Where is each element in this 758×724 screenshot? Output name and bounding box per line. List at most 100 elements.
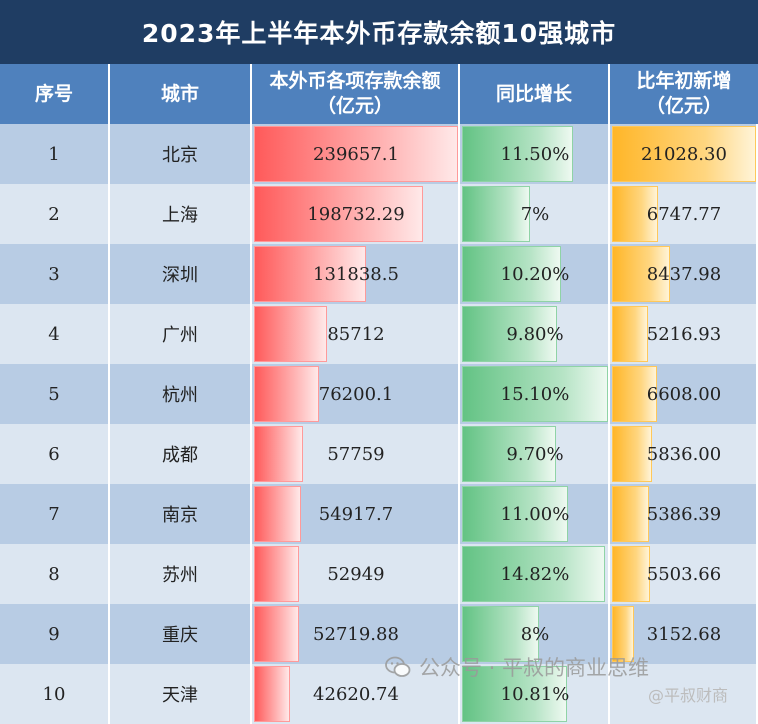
rank-cell: 2: [0, 184, 110, 244]
increase-bar: [612, 246, 670, 302]
growth-bar: [462, 546, 605, 602]
growth-cell: 10.81%: [460, 664, 610, 724]
increase-value: 5503.66: [646, 563, 722, 585]
deposit-bar: [254, 306, 327, 362]
growth-value: 10.81%: [500, 683, 570, 705]
table-row: 7 南京 54917.7 11.00% 5386.39: [0, 484, 758, 544]
growth-value: 11.00%: [500, 503, 570, 525]
rank-cell: 7: [0, 484, 110, 544]
deposit-bar: [254, 666, 290, 722]
growth-cell: 7%: [460, 184, 610, 244]
city-cell: 北京: [110, 124, 252, 184]
deposit-value: 54917.7: [318, 503, 394, 525]
rank-cell: 10: [0, 664, 110, 724]
increase-value: 5386.39: [646, 503, 722, 525]
deposit-cell: 54917.7: [252, 484, 460, 544]
header-increase-line1: 比年初新增: [636, 70, 732, 92]
deposit-value: 198732.29: [307, 203, 405, 225]
deposit-cell: 52949: [252, 544, 460, 604]
increase-cell: 6747.77: [610, 184, 758, 244]
increase-value: 3152.68: [646, 623, 722, 645]
table-row: 3 深圳 131838.5 10.20% 8437.98: [0, 244, 758, 304]
deposit-value: 52949: [327, 563, 385, 585]
growth-cell: 9.70%: [460, 424, 610, 484]
table-row: 5 杭州 76200.1 15.10% 6608.00: [0, 364, 758, 424]
deposit-cell: 239657.1: [252, 124, 460, 184]
header-city: 城市: [110, 64, 252, 124]
increase-bar: [612, 126, 756, 182]
rank-cell: 1: [0, 124, 110, 184]
rank-cell: 3: [0, 244, 110, 304]
increase-value: 5836.00: [646, 443, 722, 465]
rank-cell: 8: [0, 544, 110, 604]
increase-bar: [612, 546, 650, 602]
header-increase: 比年初新增 （亿元）: [610, 64, 758, 124]
increase-cell: 3152.68: [610, 604, 758, 664]
increase-cell: 5386.39: [610, 484, 758, 544]
growth-cell: 10.20%: [460, 244, 610, 304]
deposit-value: 239657.1: [313, 143, 399, 165]
city-cell: 广州: [110, 304, 252, 364]
growth-value: 9.70%: [506, 443, 564, 465]
deposit-bar: [254, 186, 423, 242]
watermark-corner: @平叔财商: [648, 686, 729, 705]
growth-bar: [462, 486, 568, 542]
header-deposit: 本外币各项存款余额 （亿元）: [252, 64, 460, 124]
growth-bar: [462, 426, 556, 482]
increase-cell: 8437.98: [610, 244, 758, 304]
header-deposit-line1: 本外币各项存款余额: [269, 70, 441, 92]
growth-value: 11.50%: [500, 143, 570, 165]
growth-value: 9.80%: [506, 323, 564, 345]
increase-bar: [612, 606, 634, 662]
header-deposit-line2: （亿元）: [316, 95, 393, 117]
deposit-cell: 131838.5: [252, 244, 460, 304]
header-increase-line2: （亿元）: [645, 95, 722, 117]
deposit-value: 131838.5: [313, 263, 399, 285]
increase-value: 8437.98: [646, 263, 722, 285]
growth-bar: [462, 666, 567, 722]
growth-bar: [462, 306, 557, 362]
wechat-icon: [385, 656, 411, 678]
deposit-bar: [254, 246, 366, 302]
table-row: 4 广州 85712 9.80% 5216.93: [0, 304, 758, 364]
table-row: 2 上海 198732.29 7% 6747.77: [0, 184, 758, 244]
table-row: 9 重庆 52719.88 8% 3152.68: [0, 604, 758, 664]
city-cell: 重庆: [110, 604, 252, 664]
growth-bar: [462, 246, 561, 302]
growth-bar: [462, 366, 608, 422]
city-cell: 上海: [110, 184, 252, 244]
increase-bar: [612, 426, 652, 482]
increase-bar: [612, 486, 649, 542]
table-row: 1 北京 239657.1 11.50% 21028.30: [0, 124, 758, 184]
growth-cell: 9.80%: [460, 304, 610, 364]
growth-cell: 15.10%: [460, 364, 610, 424]
rank-cell: 9: [0, 604, 110, 664]
increase-cell: 5836.00: [610, 424, 758, 484]
deposit-value: 42620.74: [313, 683, 399, 705]
deposit-value: 85712: [327, 323, 385, 345]
deposit-bar: [254, 546, 299, 602]
growth-value: 14.82%: [500, 563, 570, 585]
deposit-bar: [254, 426, 303, 482]
city-cell: 南京: [110, 484, 252, 544]
deposit-cell: 85712: [252, 304, 460, 364]
growth-bar: [462, 606, 539, 662]
deposit-value: 52719.88: [313, 623, 399, 645]
deposit-cell: 52719.88: [252, 604, 460, 664]
table-header: 序号 城市 本外币各项存款余额 （亿元） 同比增长 比年初新增 （亿元）: [0, 64, 758, 124]
increase-cell: 21028.30: [610, 124, 758, 184]
deposit-cell: 42620.74: [252, 664, 460, 724]
growth-value: 7%: [520, 203, 550, 225]
increase-bar: [612, 306, 648, 362]
table-row: 6 成都 57759 9.70% 5836.00: [0, 424, 758, 484]
deposit-cell: 57759: [252, 424, 460, 484]
deposit-value: 57759: [327, 443, 385, 465]
watermark-text: 公众号 · 平叔的商业思维: [419, 656, 650, 680]
increase-value: 6747.77: [646, 203, 722, 225]
table-row: 8 苏州 52949 14.82% 5503.66: [0, 544, 758, 604]
rank-cell: 6: [0, 424, 110, 484]
increase-cell: [610, 664, 758, 724]
growth-value: 15.10%: [500, 383, 570, 405]
growth-cell: 11.50%: [460, 124, 610, 184]
deposit-cell: 76200.1: [252, 364, 460, 424]
